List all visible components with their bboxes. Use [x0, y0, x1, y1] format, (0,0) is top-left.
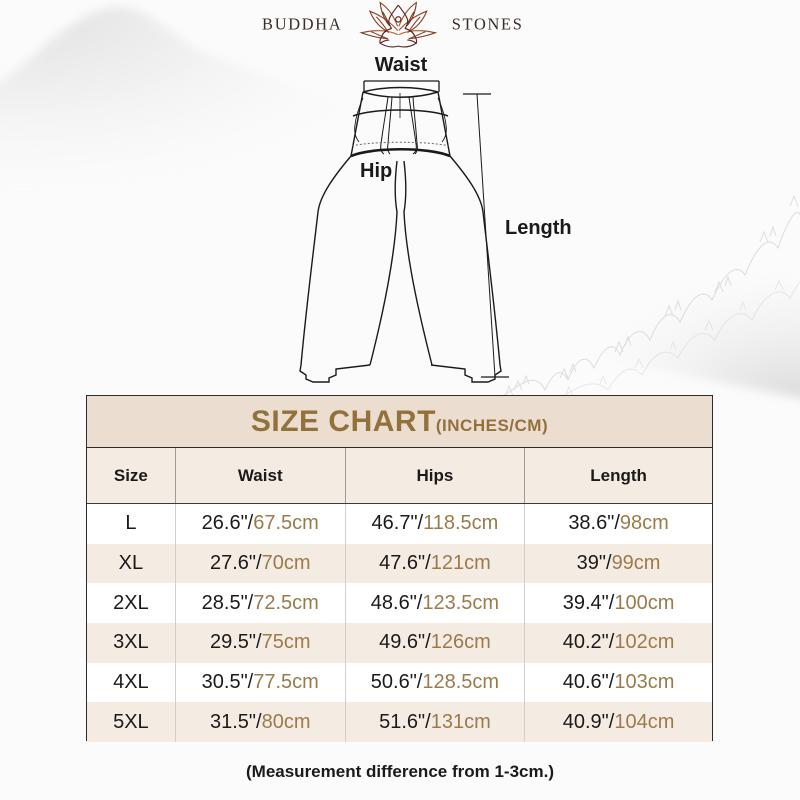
svg-text:Length: Length [505, 217, 572, 239]
svg-text:Waist: Waist [375, 54, 428, 76]
svg-text:Hip: Hip [360, 160, 392, 182]
